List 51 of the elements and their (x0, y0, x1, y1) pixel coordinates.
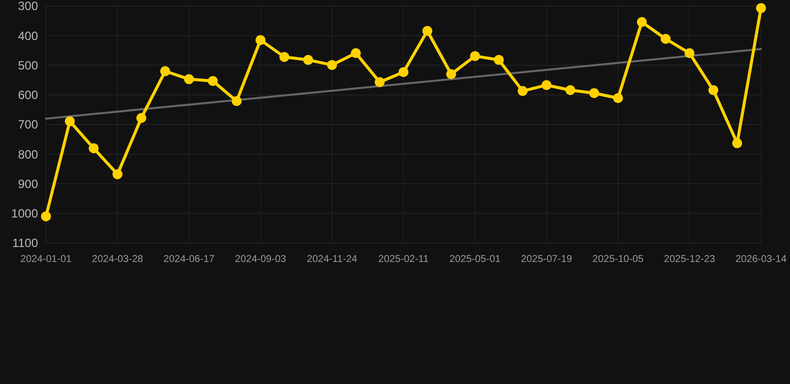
x-tick-label: 2024-01-01 (20, 254, 72, 265)
y-tick-label: 500 (18, 58, 38, 72)
x-tick-label: 2025-12-23 (664, 254, 716, 265)
point (398, 67, 408, 78)
y-tick-label: 1000 (11, 206, 38, 221)
y-tick-label: 900 (18, 176, 38, 191)
point (589, 88, 600, 98)
point (542, 80, 552, 90)
point (350, 48, 361, 58)
x-tick-label: 2024-11-24 (306, 254, 358, 265)
x-tick-label: 2025-02-11 (378, 254, 430, 265)
point (327, 60, 337, 70)
x-tick-label: 2025-07-19 (520, 254, 573, 265)
point (565, 85, 576, 96)
y-tick-label: 600 (18, 88, 38, 102)
x-tick-label: 2026-03-14 (735, 254, 788, 265)
point (494, 54, 504, 65)
y-tick-label: 300 (18, 0, 38, 14)
point (374, 77, 385, 88)
point (732, 138, 742, 148)
point (756, 3, 766, 14)
point (660, 34, 671, 44)
y-tick-label: 400 (18, 28, 38, 43)
y-tick-label: 1100 (12, 236, 38, 250)
point (636, 16, 647, 27)
point (684, 48, 694, 58)
y-tick-label: 800 (18, 147, 38, 162)
point (208, 76, 218, 86)
point (446, 69, 456, 80)
point (303, 54, 314, 65)
point (64, 116, 75, 126)
point (184, 74, 194, 84)
x-tick-label: 2024-03-28 (92, 254, 144, 265)
point (112, 169, 122, 180)
x-tick-label: 2025-10-05 (592, 254, 644, 265)
point (470, 51, 480, 62)
point (232, 96, 242, 106)
point (279, 52, 290, 62)
y-tick-label: 700 (18, 118, 38, 132)
x-tick-label: 2024-09-03 (234, 254, 287, 265)
point (422, 26, 432, 36)
point (256, 35, 266, 46)
point (518, 86, 528, 96)
x-tick-label: 2025-05-01 (449, 254, 502, 265)
point (160, 66, 170, 76)
point (708, 85, 718, 96)
x-tick-label: 2024-06-17 (163, 254, 216, 265)
point (41, 211, 51, 222)
point (136, 112, 146, 123)
point (88, 143, 99, 154)
point (613, 93, 623, 104)
